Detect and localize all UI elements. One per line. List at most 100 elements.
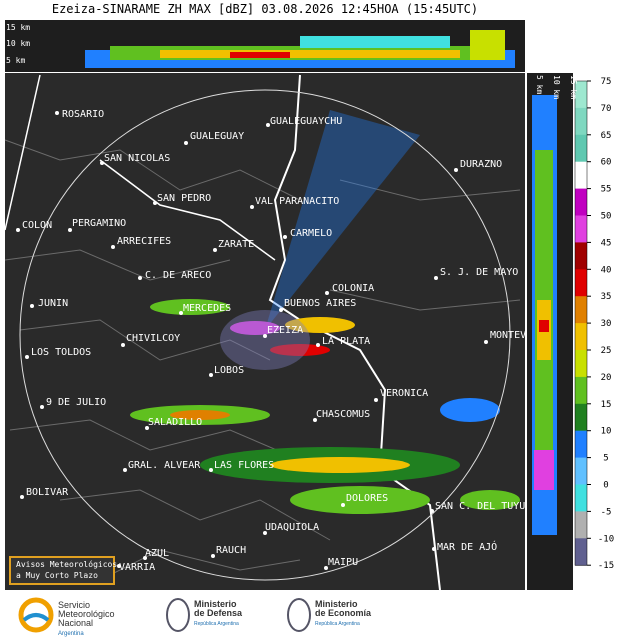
city-dot bbox=[283, 235, 287, 239]
logo-text: República Argentina bbox=[315, 621, 360, 627]
city-label: VERONICA bbox=[380, 388, 428, 399]
height-label: 15 km bbox=[6, 23, 30, 32]
side-echo bbox=[532, 95, 557, 535]
city-label: SAN PEDRO bbox=[157, 193, 211, 204]
city-dot bbox=[55, 111, 59, 115]
city-label: CHASCOMUS bbox=[316, 409, 370, 420]
city-label: AZUL bbox=[145, 548, 169, 559]
city-label: COLONIA bbox=[332, 283, 374, 294]
range-ring bbox=[19, 89, 511, 581]
city-dot bbox=[117, 564, 121, 568]
logo-text: Servicio bbox=[58, 600, 90, 610]
city-label: BUENOS AIRES bbox=[284, 298, 356, 309]
borders bbox=[4, 139, 521, 581]
colorbar-band bbox=[575, 242, 587, 270]
colorbar-band bbox=[575, 430, 587, 459]
city-dot bbox=[213, 248, 217, 252]
colorbar-label: 45 bbox=[601, 238, 612, 248]
colorbar-label: 40 bbox=[601, 265, 612, 275]
city-label: MAR DE AJÓ bbox=[437, 540, 497, 553]
colorbar-label: 15 bbox=[601, 400, 612, 410]
logo-text: Argentina bbox=[58, 631, 84, 637]
logo-text: de Economía bbox=[315, 608, 372, 618]
colorbar-label: 20 bbox=[601, 373, 612, 383]
city-dot bbox=[68, 228, 72, 232]
city-label: DURAZNO bbox=[460, 159, 502, 170]
city-dot bbox=[20, 495, 24, 499]
colorbar-band bbox=[575, 376, 587, 405]
city-dot bbox=[263, 334, 267, 338]
city-label: SAN C. DEL TUYU bbox=[435, 501, 525, 512]
city-dot bbox=[30, 304, 34, 308]
city-dot bbox=[25, 355, 29, 359]
colorbar-band bbox=[575, 81, 587, 109]
city-label: ROSARIO bbox=[62, 109, 104, 120]
colorbar-label: 5 bbox=[603, 454, 608, 464]
city-label: S. J. DE MAYO bbox=[440, 267, 518, 278]
city-label: RAUCH bbox=[216, 545, 246, 556]
colorbar-band bbox=[575, 188, 587, 216]
city-label: C. DE ARECO bbox=[145, 270, 211, 281]
height-label: 5 km bbox=[6, 56, 25, 65]
city-dot bbox=[16, 228, 20, 232]
colorbar-band bbox=[575, 107, 587, 136]
city-dot bbox=[324, 566, 328, 570]
city-dot bbox=[313, 418, 317, 422]
colorbar-label: 25 bbox=[601, 346, 612, 356]
city-label: VARRIA bbox=[119, 562, 155, 573]
city-label: SAN NICOLAS bbox=[104, 153, 170, 164]
city-label: GRAL. ALVEAR bbox=[128, 460, 201, 471]
city-label: EZEIZA bbox=[267, 325, 303, 336]
city-dot bbox=[279, 308, 283, 312]
city-dot bbox=[209, 468, 213, 472]
city-dot bbox=[153, 201, 157, 205]
city-dot bbox=[100, 161, 104, 165]
city-dot bbox=[484, 340, 488, 344]
city-dot bbox=[325, 291, 329, 295]
colorbar-band bbox=[575, 350, 587, 378]
logo-text: República Argentina bbox=[194, 621, 239, 627]
city-label: DOLORES bbox=[346, 493, 388, 504]
city-label: UDAQUIOLA bbox=[265, 522, 319, 533]
city-dot bbox=[211, 554, 215, 558]
colorbar-band bbox=[575, 538, 587, 566]
smn-logo bbox=[18, 597, 54, 633]
colorbar-band bbox=[575, 484, 587, 512]
colorbar-label: 50 bbox=[601, 212, 612, 222]
city-label: ZARATE bbox=[218, 239, 254, 250]
colorbar-band bbox=[575, 403, 587, 432]
colorbar-band bbox=[575, 511, 587, 539]
city-label: CHIVILCOY bbox=[126, 333, 180, 344]
city-dot bbox=[179, 311, 183, 315]
city-label: GUALEGUAYCHU bbox=[270, 116, 342, 127]
colorbar-label: 65 bbox=[601, 131, 612, 141]
city-label: SALADILLO bbox=[148, 417, 202, 428]
colorbar-band bbox=[575, 161, 587, 190]
top-echo bbox=[85, 30, 515, 68]
colorbar-label: -5 bbox=[601, 507, 612, 517]
city-dot bbox=[454, 168, 458, 172]
colorbar-band bbox=[575, 134, 587, 163]
notice-text: Avisos Meteorológicos bbox=[16, 559, 117, 569]
city-label: COLON bbox=[22, 220, 52, 231]
colorbar-label: 75 bbox=[601, 77, 612, 87]
colorbar-band bbox=[575, 323, 587, 351]
colorbar-label: 30 bbox=[601, 319, 612, 329]
city-dot bbox=[138, 276, 142, 280]
colorbar-label: 35 bbox=[601, 292, 612, 302]
city-label: VAL PARANACITO bbox=[255, 196, 339, 207]
notice-text: a Muy Corto Plazo bbox=[16, 571, 98, 580]
city-labels: ROSARIO GUALEGUAY GUALEGUAYCHU SAN NICOLAS D… bbox=[16, 109, 526, 573]
city-dot bbox=[123, 468, 127, 472]
logo-text: Meteorológico bbox=[58, 609, 115, 619]
height-label: 5 km bbox=[535, 75, 544, 94]
colorbar-label: 60 bbox=[601, 158, 612, 168]
city-dot bbox=[145, 426, 149, 430]
city-label: GUALEGUAY bbox=[190, 131, 244, 142]
city-dot bbox=[143, 556, 147, 560]
logo-text: de Defensa bbox=[194, 608, 243, 618]
city-label: LA PLATA bbox=[322, 336, 370, 347]
